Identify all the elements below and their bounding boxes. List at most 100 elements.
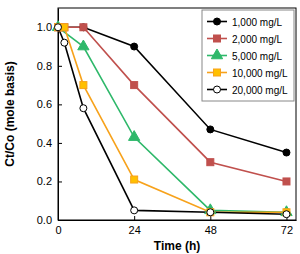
y-tick: 0.8 (37, 60, 62, 72)
y-tick: 0.4 (37, 137, 62, 149)
point-marker (55, 24, 62, 31)
legend-marker-shape (214, 18, 221, 25)
data-point (207, 159, 214, 166)
x-tick-label: 0 (55, 224, 61, 236)
point-marker (207, 209, 214, 216)
plot-frame (58, 8, 296, 220)
y-tick-mark (58, 181, 62, 182)
data-point (55, 24, 62, 31)
legend: 1,000 mg/L 2,000 mg/L 5,000 mg/L 10,000 mg/… (202, 10, 294, 101)
point-marker (131, 176, 138, 183)
data-point (78, 40, 89, 50)
chart: 0 24 48 72 0.0 0.2 0.4 0.6 0.8 1.0 1,000 mg/L 2,000… (0, 0, 300, 254)
data-point (80, 105, 87, 112)
legend-label: 2,000 mg/L (232, 34, 282, 45)
legend-label: 5,000 mg/L (232, 51, 282, 62)
plot: 0 24 48 72 0.0 0.2 0.4 0.6 0.8 1.0 1,000 mg/L 2,000… (37, 8, 297, 236)
y-tick: 0.2 (37, 175, 62, 187)
y-tick-mark (58, 143, 62, 144)
series-line (58, 27, 286, 214)
y-tick-label: 0.6 (37, 98, 52, 110)
data-point (207, 209, 214, 216)
x-tick-label: 24 (129, 224, 141, 236)
point-marker (80, 24, 87, 31)
y-tick-label: 0.2 (37, 175, 52, 187)
x-axis: 0 24 48 72 (55, 216, 296, 236)
series-line (58, 27, 286, 212)
points (52, 21, 292, 218)
legend-marker-shape (211, 49, 222, 59)
data-point (55, 24, 62, 31)
y-tick-label: 0.0 (37, 214, 52, 226)
legend-marker (214, 35, 221, 42)
y-tick-mark (58, 220, 62, 221)
data-point (283, 149, 290, 156)
data-point (55, 24, 62, 31)
legend-entry: 10,000 mg/L (207, 68, 288, 79)
data-point (131, 43, 138, 50)
point-marker (80, 105, 87, 112)
legend-marker (211, 49, 222, 59)
data-point (61, 39, 68, 46)
data-point (131, 207, 138, 214)
point-marker (55, 24, 62, 31)
data-point (129, 131, 140, 141)
point-marker (283, 211, 290, 218)
legend-marker (214, 18, 221, 25)
point-marker (283, 149, 290, 156)
data-point (283, 211, 290, 218)
point-marker (55, 24, 62, 31)
point-marker (131, 82, 138, 89)
y-tick-label: 0.4 (37, 137, 52, 149)
data-point (80, 24, 87, 31)
point-marker (207, 126, 214, 133)
point-marker (207, 159, 214, 166)
legend-entry: 20,000 mg/L (207, 85, 288, 96)
point-marker (80, 82, 87, 89)
data-point (80, 82, 87, 89)
legend-entry: 5,000 mg/L (207, 49, 282, 62)
point-marker (131, 207, 138, 214)
legend-marker-shape (214, 69, 221, 76)
data-point (207, 126, 214, 133)
y-axis-title: Ct/Co (mole basis) (3, 61, 17, 166)
data-point (131, 82, 138, 89)
point-marker (80, 24, 87, 31)
x-tick-label: 72 (281, 224, 293, 236)
point-marker (131, 43, 138, 50)
y-tick-label: 1.0 (37, 21, 52, 33)
point-marker (129, 131, 140, 141)
point-marker (61, 39, 68, 46)
y-axis-line (58, 9, 59, 221)
series-line (58, 27, 286, 181)
point-marker (283, 178, 290, 185)
legend-marker (214, 69, 221, 76)
legend-label: 10,000 mg/L (232, 68, 288, 79)
y-tick-mark (58, 66, 62, 67)
x-tick: 24 (129, 216, 141, 236)
y-tick: 0.6 (37, 98, 62, 110)
legend-marker-shape (214, 86, 221, 93)
legend-marker (214, 86, 221, 93)
point-marker (78, 40, 89, 50)
data-point (80, 24, 87, 31)
x-axis-line (59, 220, 297, 221)
x-tick-mark (134, 216, 135, 220)
x-axis-title: Time (h) (154, 239, 200, 253)
x-tick: 48 (205, 216, 217, 236)
point-marker (207, 209, 214, 216)
x-tick-label: 48 (205, 224, 217, 236)
lines (58, 27, 286, 214)
legend-box (202, 10, 294, 101)
y-tick-mark (58, 104, 62, 105)
data-point (55, 24, 62, 31)
x-tick-mark (210, 216, 211, 220)
y-tick: 0.0 (37, 214, 62, 226)
legend-entry: 1,000 mg/L (207, 17, 282, 28)
y-tick-label: 0.8 (37, 60, 52, 72)
data-point (131, 176, 138, 183)
x-tick: 72 (281, 216, 293, 236)
legend-label: 1,000 mg/L (232, 17, 282, 28)
legend-marker-shape (214, 35, 221, 42)
series-line (58, 27, 286, 212)
